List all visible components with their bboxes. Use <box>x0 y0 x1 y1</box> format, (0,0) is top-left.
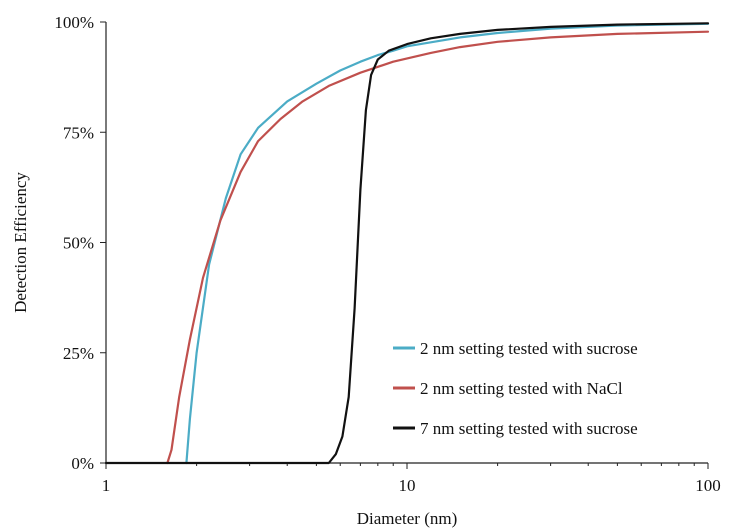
axes: 0% 25% 50% 75% 100% 1 10 100 Diameter (nm) Detect… <box>11 13 721 528</box>
series-line-2 <box>166 30 710 465</box>
x-tick-label: 10 <box>399 476 416 495</box>
legend: 2 nm setting tested with sucrose 2 nm set… <box>393 339 638 438</box>
y-tick-label: 75% <box>63 123 94 142</box>
legend-label: 2 nm setting tested with sucrose <box>420 339 638 358</box>
legend-label: 2 nm setting tested with NaCl <box>420 379 623 398</box>
y-axis-title: Detection Efficiency <box>11 172 30 313</box>
x-tick-label: 100 <box>695 476 721 495</box>
x-tick-label: 1 <box>102 476 111 495</box>
y-tick-label: 25% <box>63 344 94 363</box>
series-line-3 <box>104 22 710 465</box>
series-lines <box>104 22 710 465</box>
series-line-1 <box>185 22 710 465</box>
x-axis-title: Diameter (nm) <box>357 509 458 528</box>
y-tick-label: 50% <box>63 234 94 253</box>
legend-label: 7 nm setting tested with sucrose <box>420 419 638 438</box>
y-tick-label: 0% <box>71 454 94 473</box>
y-tick-label: 100% <box>54 13 94 32</box>
